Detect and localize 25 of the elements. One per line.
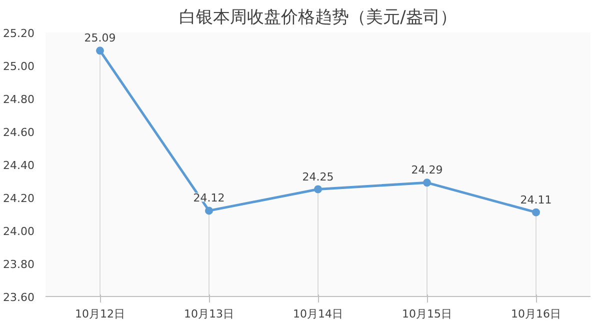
point [423,178,431,187]
point [205,206,213,215]
data-label: 24.25 [302,170,334,184]
x-tick-label: 10月15日 [402,308,452,320]
point [96,46,104,55]
y-tick-label: 24.40 [3,159,35,172]
x-tick-label: 10月14日 [293,308,344,320]
x-tick-label: 10月12日 [75,308,126,320]
point [532,208,540,216]
y-tick-label: 23.80 [3,258,35,271]
y-tick-label: 25.00 [3,60,35,73]
data-label: 25.09 [84,32,116,45]
chart-title: 白银本周收盘价格趋势（美元/盎司） [179,8,457,28]
y-tick-label: 24.20 [3,192,35,205]
x-tick-label: 10月13日 [184,308,234,320]
y-tick-label: 24.80 [3,93,35,106]
y-tick-label: 24.60 [3,126,35,139]
x-tick-label: 10月16日 [511,308,562,320]
point [314,185,322,194]
y-tick-label: 23.60 [3,291,35,304]
y-tick-label: 25.20 [3,27,35,40]
y-tick-label: 24.00 [3,225,35,238]
data-label: 24.29 [411,164,443,177]
data-label: 24.11 [520,193,552,206]
data-label: 24.12 [193,192,225,205]
